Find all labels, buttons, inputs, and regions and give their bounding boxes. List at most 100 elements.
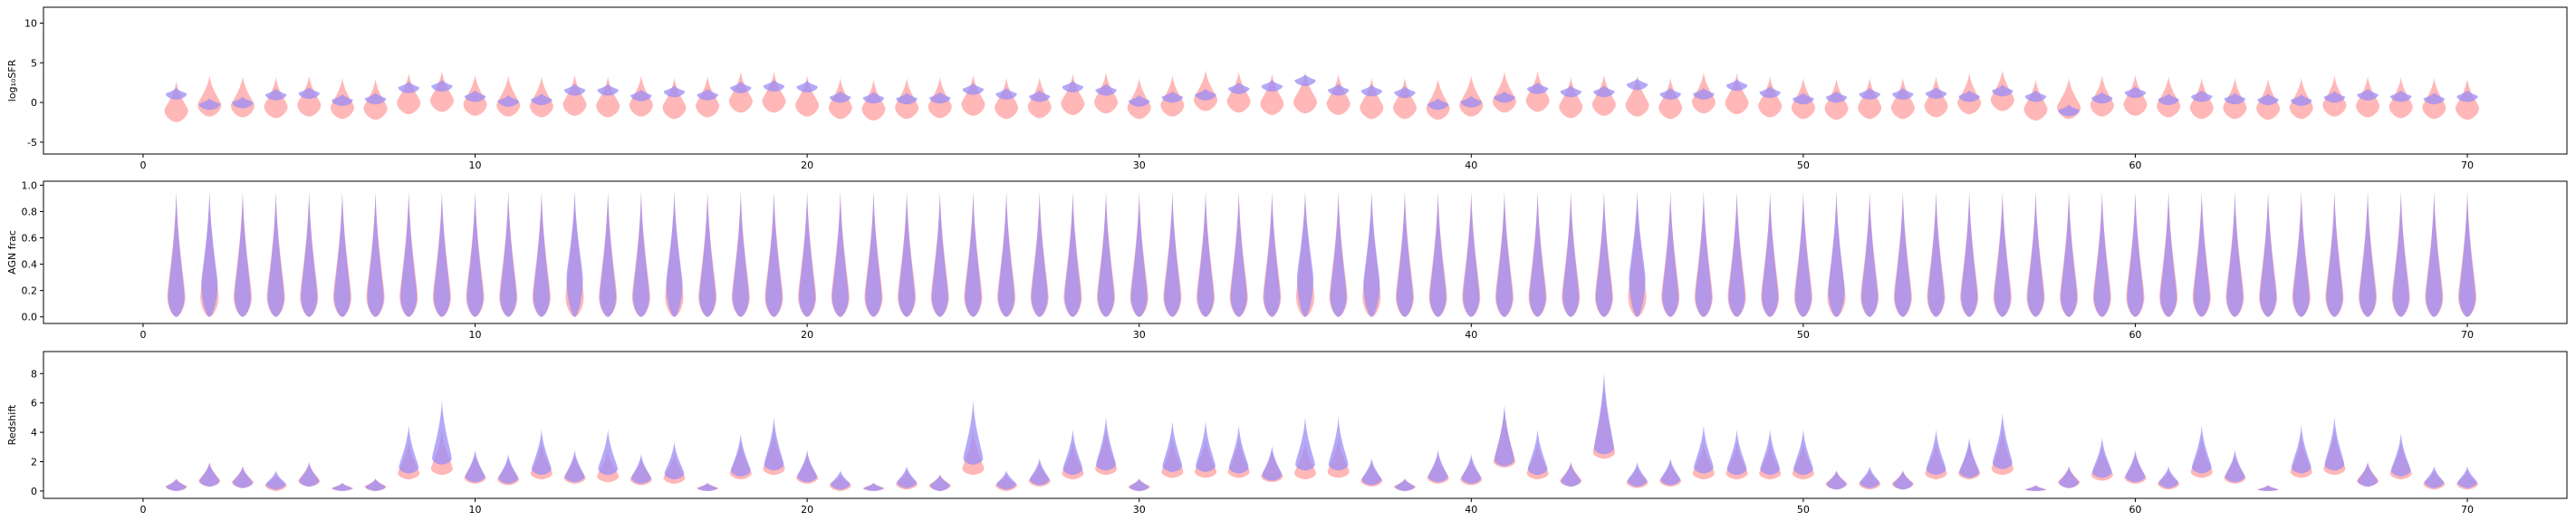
axes-frame [43, 180, 2568, 324]
violin-b-49 [1759, 86, 1781, 99]
violin-b-17 [697, 88, 718, 101]
violin-b-25 [962, 82, 985, 95]
violin-b-50 [1794, 191, 1812, 317]
violin-b-51 [1826, 470, 1847, 490]
y-tick-label: 6 [31, 398, 37, 410]
y-tick-label: 0 [31, 486, 37, 497]
violin-b-20 [797, 449, 817, 483]
violin-b-57 [2024, 90, 2047, 102]
violin-a-8 [397, 72, 421, 115]
violin-b-7 [367, 191, 384, 317]
violin-b-22 [865, 191, 882, 317]
violin-b-5 [301, 191, 318, 317]
violin-b-23 [899, 191, 916, 317]
violin-b-14 [600, 191, 617, 317]
x-tick-label: 50 [1797, 329, 1810, 341]
x-tick-label: 40 [1465, 504, 1477, 516]
violin-b-17 [699, 191, 716, 317]
x-tick-label: 10 [469, 504, 482, 516]
x-tick-label: 30 [1133, 504, 1146, 516]
x-tick-label: 20 [801, 504, 813, 516]
violin-b-21 [831, 191, 849, 317]
violin-group [164, 70, 2480, 122]
violin-b-57 [2025, 485, 2046, 491]
violin-b-59 [2091, 437, 2112, 478]
violin-b-56 [1992, 84, 2014, 97]
violin-b-3 [233, 466, 253, 488]
y-tick-label: 10 [24, 18, 37, 30]
violin-a-43 [1559, 77, 1583, 119]
violin-b-26 [998, 191, 1015, 317]
violin-b-9 [432, 400, 452, 465]
violin-b-62 [2193, 191, 2210, 317]
violin-b-2 [201, 191, 218, 317]
violin-b-57 [2027, 191, 2044, 317]
violin-b-45 [1629, 191, 1646, 317]
violin-b-30 [1129, 478, 1149, 491]
violin-b-8 [399, 425, 419, 474]
violin-a-45 [1625, 75, 1649, 117]
violin-b-53 [1892, 87, 1914, 100]
violin-b-44 [1595, 191, 1612, 317]
violin-a-37 [1360, 77, 1384, 120]
violin-b-32 [1195, 88, 1216, 101]
violin-b-64 [2257, 93, 2279, 106]
violin-b-66 [2324, 417, 2345, 471]
violin-b-4 [267, 191, 284, 317]
violin-b-12 [533, 191, 550, 317]
violin-b-51 [1828, 191, 1845, 317]
chart-panel-1: 0 10 20 30 40 50 60 70 -5 0 5 10 log₁₀SFR [6, 6, 2568, 171]
violin-b-63 [2224, 92, 2246, 105]
violin-a-35 [1293, 72, 1317, 114]
violin-b-68 [2390, 90, 2412, 102]
violin-b-13 [563, 83, 586, 96]
violin-b-49 [1762, 191, 1779, 317]
violin-b-52 [1859, 87, 1880, 100]
violin-b-21 [830, 470, 851, 490]
violin-b-8 [400, 191, 418, 317]
violin-a-20 [795, 75, 820, 117]
violin-b-30 [1130, 191, 1148, 317]
violin-b-28 [1062, 81, 1084, 93]
violin-b-46 [1659, 87, 1681, 100]
violin-b-63 [2226, 191, 2244, 317]
violin-b-7 [364, 92, 387, 105]
violin-b-41 [1495, 191, 1513, 317]
violin-a-38 [1392, 77, 1417, 120]
violin-b-58 [2061, 191, 2078, 317]
violin-b-37 [1360, 84, 1383, 97]
x-tick-label: 0 [139, 329, 146, 341]
violin-b-4 [265, 470, 286, 490]
violin-b-41 [1494, 91, 1515, 103]
violin-b-40 [1463, 191, 1480, 317]
violin-b-40 [1460, 95, 1482, 108]
x-tick-label: 60 [2129, 329, 2141, 341]
violin-b-10 [464, 90, 486, 102]
violin-b-70 [2457, 466, 2477, 488]
violin-b-33 [1227, 82, 1250, 94]
y-tick-label: 4 [31, 427, 37, 439]
violin-b-51 [1825, 91, 1848, 103]
violin-b-27 [1029, 458, 1050, 486]
violin-b-55 [1958, 90, 1980, 102]
violin-b-55 [1959, 437, 1979, 478]
x-tick-label: 30 [1133, 159, 1146, 171]
violin-b-16 [663, 85, 686, 98]
y-tick-label: 0.6 [22, 233, 38, 245]
violin-b-37 [1361, 458, 1382, 486]
violin-b-15 [630, 89, 652, 101]
violin-b-6 [333, 191, 351, 317]
violin-b-42 [1526, 82, 1549, 94]
y-tick-label: 5 [31, 57, 37, 69]
y-tick-label: 8 [31, 368, 37, 380]
violin-b-10 [466, 191, 484, 317]
x-tick-label: 70 [2461, 504, 2474, 516]
y-tick-label: 0.4 [22, 259, 38, 271]
violin-b-27 [1031, 191, 1048, 317]
violin-b-3 [234, 191, 251, 317]
violin-b-67 [2357, 88, 2379, 101]
violin-b-59 [2093, 191, 2110, 317]
violin-b-63 [2225, 449, 2245, 483]
violin-b-25 [965, 191, 982, 317]
